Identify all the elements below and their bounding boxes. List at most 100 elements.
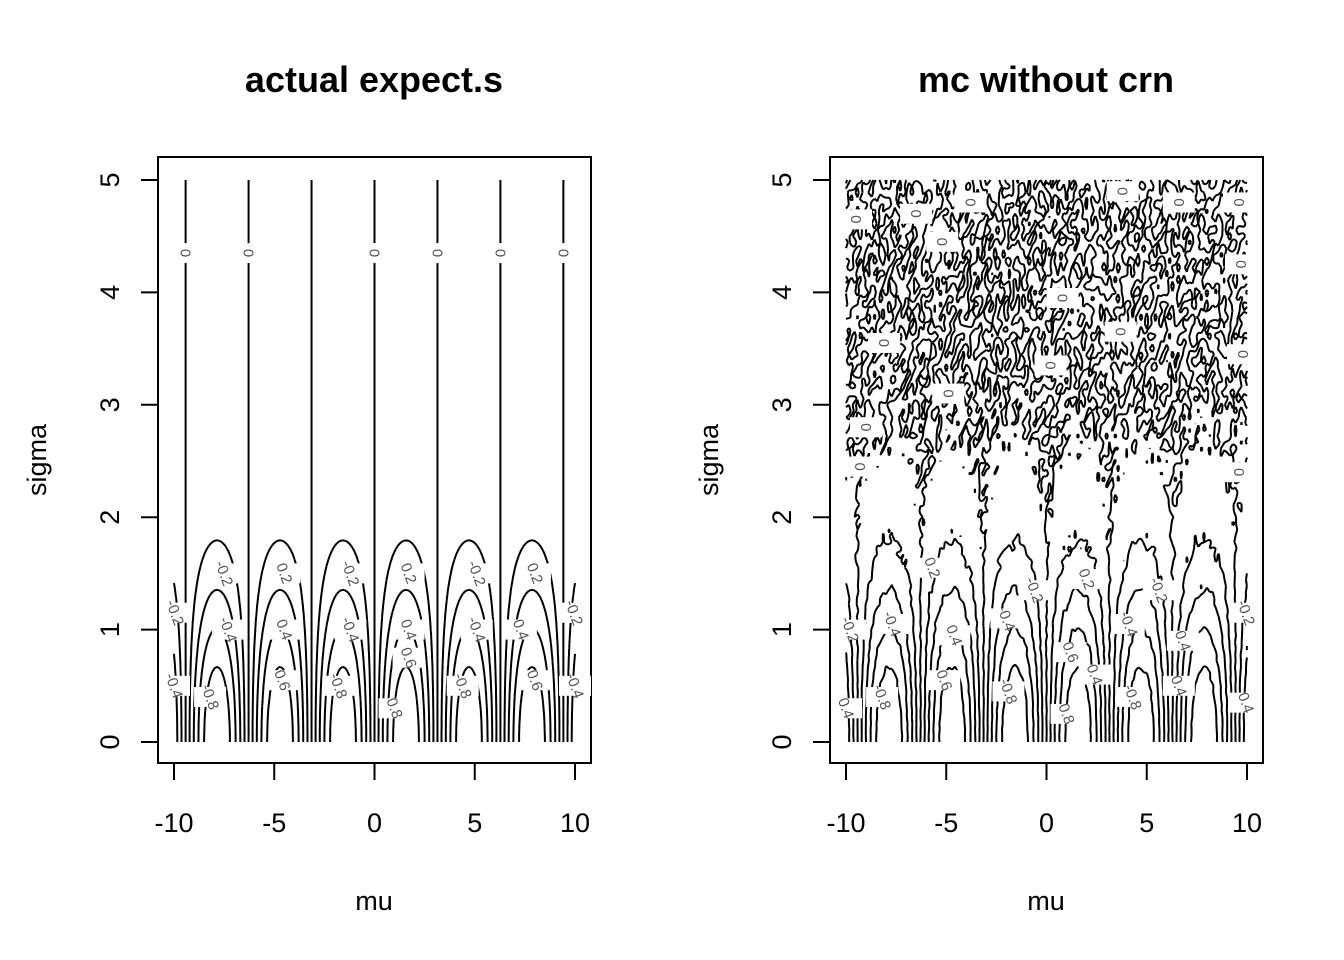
contour-label: 0: [939, 389, 956, 397]
contour-label-bg: [900, 203, 933, 224]
panel1-contour-labels: 0 0 0 0 0 0-0.2 0.2 -0.2 0.2 -0.2 0.2-0.2 -0.2-0.4 0…: [158, 243, 591, 721]
contour-label-bg: [1224, 254, 1257, 275]
contour-level-line: [260, 627, 552, 743]
contour-label-bg: [1034, 355, 1067, 376]
contour-label: 0.4: [834, 696, 857, 721]
x-tick-label: 0: [1039, 808, 1054, 838]
contour-label-bg: [268, 619, 301, 640]
contour-label-bg: [559, 675, 591, 696]
contour-label: -0.8: [450, 671, 475, 701]
contour-level-line: [845, 584, 1229, 743]
contour-label: 0: [428, 249, 445, 257]
contour-label-bg: [992, 681, 1025, 702]
contour-label: -0.4: [562, 671, 587, 701]
contour-label-bg: [1162, 675, 1195, 696]
x-tick-label: -5: [934, 808, 958, 838]
y-tick-label: 5: [95, 172, 125, 187]
contour-label: 0.4: [397, 617, 420, 642]
contour-label-bg: [518, 670, 551, 691]
contour-label: 0: [177, 249, 194, 257]
panel2-y-label: sigma: [694, 423, 724, 496]
contour-label-bg: [1054, 642, 1087, 663]
contour-label: 0.8: [383, 696, 406, 721]
y-tick-label: 0: [767, 734, 797, 749]
contour-label-bg: [1078, 664, 1111, 685]
contour-label-bg: [954, 192, 987, 213]
contour-label-bg: [392, 647, 425, 668]
contour-label: -0.4: [879, 609, 904, 639]
contour-label: 0: [1230, 468, 1247, 476]
contour-label-bg: [194, 687, 227, 708]
contour-label: 0.2: [920, 555, 943, 580]
panel-actual-expect: actual expect.s 0 0 0 0 0 0-0.2 0.2 -0.2 0.2 -0.2…: [22, 59, 592, 916]
contour-label: 0.4: [1167, 673, 1190, 698]
panel2-y-axis: 0 1 2 3 4 5: [767, 172, 831, 750]
contour-label-bg: [840, 209, 873, 230]
x-tick-label: 10: [1232, 808, 1262, 838]
contour-label-bg: [212, 619, 245, 640]
contour-label-bg: [938, 625, 971, 646]
contour-label: 0.4: [1171, 628, 1194, 653]
panel1-x-label: mu: [355, 886, 393, 916]
contour-label-bg: [866, 687, 899, 708]
panel2-title: mc without crn: [918, 59, 1174, 100]
contour-label-bg: [547, 243, 580, 264]
contour-label-bg: [916, 557, 949, 578]
contour-label-bg: [1046, 288, 1079, 309]
x-tick-label: 10: [560, 808, 590, 838]
panel1-y-label: sigma: [22, 423, 52, 496]
contour-label-bg: [1222, 462, 1255, 483]
contour-label-bg: [1162, 192, 1195, 213]
x-tick-label: 0: [367, 808, 382, 838]
contour-label-bg: [844, 456, 877, 477]
contour-label: -0.2: [162, 598, 187, 628]
y-tick-label: 1: [95, 622, 125, 637]
contour-label: 0: [1230, 198, 1247, 206]
contour-label: -0.8: [326, 671, 351, 701]
contour-label: 0: [240, 249, 257, 257]
contour-label-bg: [850, 417, 883, 438]
contour-label-bg: [460, 563, 493, 584]
contour-label-bg: [158, 675, 190, 696]
contour-label: 0: [1054, 294, 1071, 302]
x-tick-label: 5: [467, 808, 482, 838]
contour-label: -0.2: [1146, 575, 1171, 605]
contour-label-bg: [334, 619, 367, 640]
contour-label: -0.4: [215, 615, 240, 645]
contour-label-bg: [159, 602, 192, 623]
panel2-x-label: mu: [1027, 886, 1065, 916]
contour-label-bg: [266, 670, 299, 691]
contour-label: 0: [1112, 328, 1129, 336]
contour-label-bg: [446, 675, 479, 696]
panel1-x-axis: -10 -5 0 5 10: [154, 762, 590, 838]
contour-label: 0.2: [1075, 566, 1098, 591]
contour-label-bg: [834, 619, 867, 640]
contour-label: 0.4: [509, 617, 532, 642]
contour-label: 0: [847, 215, 864, 223]
contour-label: 0.6: [270, 668, 293, 693]
x-tick-label: -10: [826, 808, 865, 838]
panel1-contours: [173, 180, 576, 743]
contour-label: -0.4: [1116, 609, 1141, 639]
contour-label: 0: [857, 423, 874, 431]
contour-label: 0.4: [1234, 690, 1257, 715]
y-tick-label: 3: [767, 397, 797, 412]
contour-label-bg: [334, 563, 367, 584]
contour-label: 0: [1232, 260, 1249, 268]
contour-label: 0: [491, 249, 508, 257]
contour-label: 0: [1042, 361, 1059, 369]
contour-label-bg: [990, 608, 1023, 629]
contour-label: 0: [851, 462, 868, 470]
contour-label-bg: [232, 243, 265, 264]
contour-label: 0.2: [397, 561, 420, 586]
contour-label-bg: [830, 698, 862, 719]
panel1-y-axis: 0 1 2 3 4 5: [95, 172, 159, 750]
contour-label-bg: [169, 243, 202, 264]
x-tick-label: 5: [1139, 808, 1154, 838]
y-tick-label: 0: [95, 734, 125, 749]
contour-label: 0.4: [942, 623, 965, 648]
x-tick-label: -10: [154, 808, 193, 838]
contour-label-bg: [1142, 580, 1175, 601]
